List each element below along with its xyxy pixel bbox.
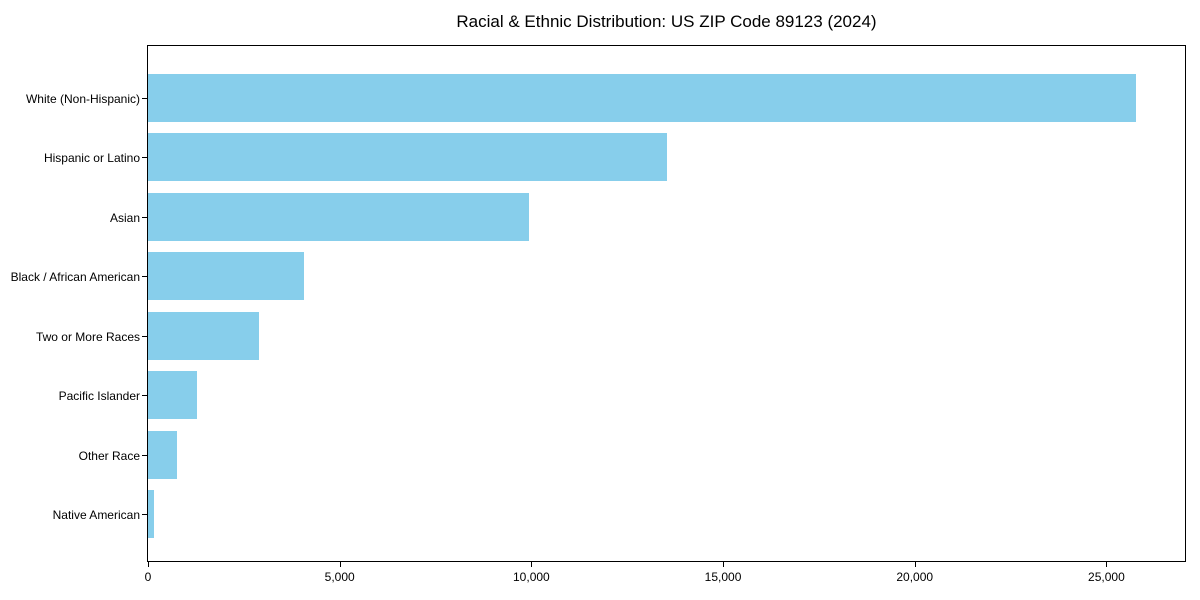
y-tick-label-hispanic-or-latino: Hispanic or Latino: [43, 151, 140, 165]
x-tick-mark: [339, 562, 341, 567]
x-tick-label-10000: 10,000: [513, 570, 550, 584]
bar-pacific-islander: [148, 371, 198, 419]
y-tick-mark: [142, 97, 147, 99]
y-tick-mark: [142, 454, 147, 456]
y-tick-label-white-non-hispanic: White (Non-Hispanic): [25, 91, 140, 106]
x-tick-mark: [723, 562, 725, 567]
bar-two-or-more-races: [148, 311, 259, 360]
y-tick-mark: [142, 276, 147, 277]
y-tick-mark: [142, 335, 147, 337]
y-tick-label-asian: Asian: [109, 210, 140, 225]
x-tick-label-15000: 15,000: [704, 570, 742, 584]
x-tick-label-5000: 5,000: [324, 570, 355, 584]
bar-white-non-hispanic: [148, 73, 1136, 122]
x-tick-mark: [148, 562, 149, 567]
x-tick-mark: [531, 562, 533, 567]
chart-title: Racial & Ethnic Distribution: US ZIP Cod…: [456, 12, 877, 31]
y-tick-label-pacific-islander: Pacific Islander: [58, 389, 140, 403]
bar-other-race: [148, 430, 178, 479]
y-tick-label-native-american: Native American: [52, 508, 140, 522]
x-tick-label-25000: 25,000: [1088, 570, 1125, 584]
x-tick-mark: [914, 562, 916, 567]
y-tick-label-black-african-american: Black / African American: [10, 270, 140, 284]
bar-asian: [148, 192, 529, 241]
x-tick-label-0: 0: [144, 570, 152, 584]
y-tick-label-two-or-more-races: Two or More Races: [35, 329, 140, 344]
y-tick-mark: [142, 216, 147, 218]
y-tick-mark: [142, 514, 147, 515]
plot-area: [147, 45, 1186, 562]
x-tick-mark: [1106, 562, 1108, 567]
bar-hispanic-or-latino: [148, 133, 668, 181]
y-tick-mark: [142, 395, 147, 396]
bar-native-american: [148, 490, 154, 538]
bar-black-african-american: [148, 252, 305, 300]
x-tick-label-20000: 20,000: [896, 570, 934, 584]
y-tick-mark: [142, 157, 147, 158]
bars-layer: [148, 46, 1185, 561]
y-tick-label-other-race: Other Race: [78, 448, 140, 463]
